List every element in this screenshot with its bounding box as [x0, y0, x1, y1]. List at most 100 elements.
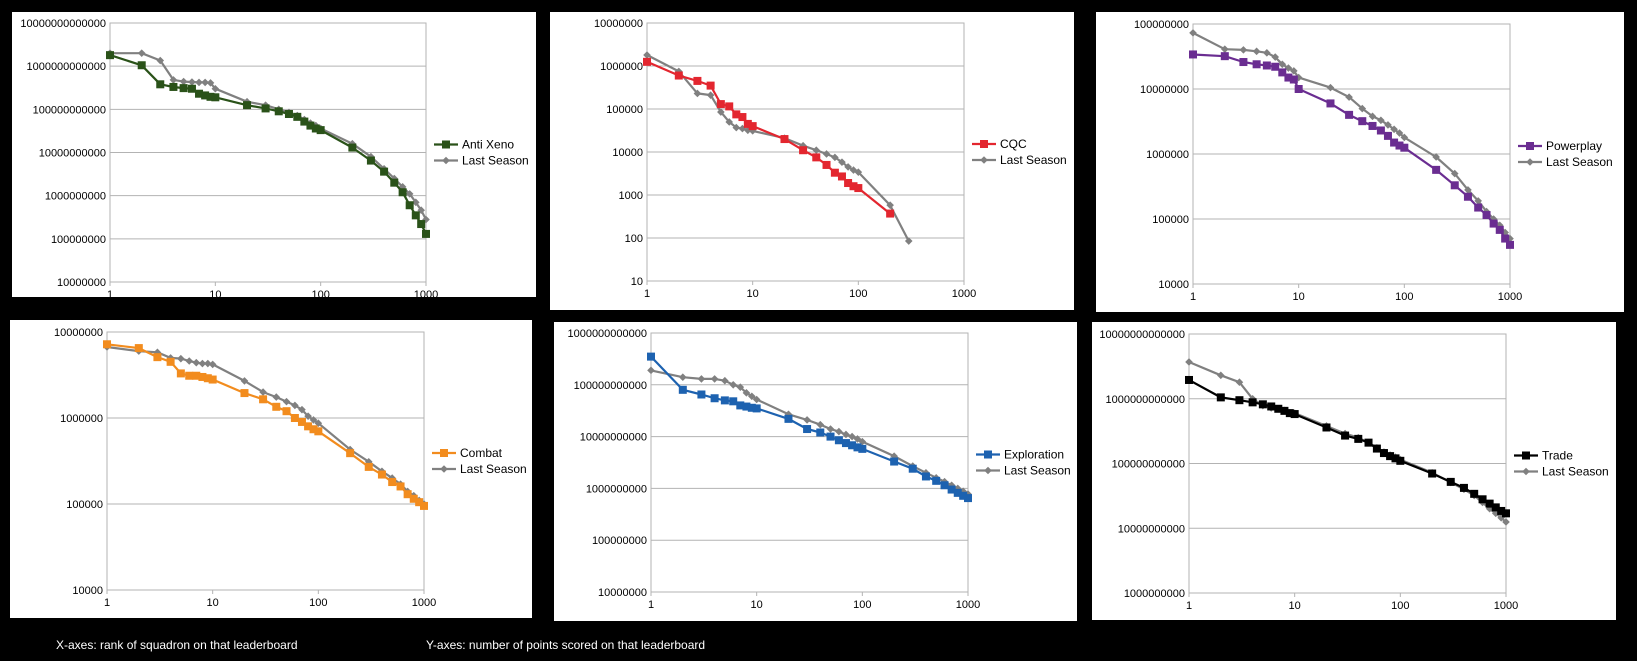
y-tick-label: 100000000 [1134, 19, 1189, 31]
series-line [110, 52, 427, 221]
data-point [736, 383, 745, 391]
x-tick-label: 10 [209, 289, 221, 297]
data-point [830, 168, 839, 177]
data-point [316, 126, 325, 135]
x-tick-label: 100 [1391, 600, 1409, 612]
data-point [736, 401, 745, 410]
data-point [1258, 400, 1267, 409]
data-point [1354, 434, 1363, 443]
data-point [964, 494, 972, 503]
data-point [1285, 409, 1294, 418]
data-point [1364, 438, 1373, 447]
data-point [1322, 423, 1331, 432]
data-point [848, 432, 856, 441]
data-point [752, 404, 761, 413]
x-tick-label: 1 [644, 288, 650, 300]
data-point [195, 78, 203, 87]
data-point [177, 354, 185, 363]
data-point [1450, 181, 1459, 190]
data-point [1489, 219, 1498, 228]
data-point [208, 360, 217, 369]
data-point [1464, 186, 1472, 194]
legend-marker [984, 450, 992, 459]
data-point [304, 422, 313, 431]
x-tick-label: 100 [1395, 291, 1413, 303]
data-point [742, 402, 751, 411]
data-point [211, 93, 220, 102]
y-tick-label: 1000000 [1146, 149, 1189, 161]
data-point [831, 153, 839, 162]
data-point [1390, 138, 1399, 147]
data-point [1271, 62, 1280, 71]
chart-panel-combat: 10000 100000 1000000 10000000 1 10 100 1000 Comb… [10, 320, 532, 618]
data-point [398, 183, 407, 191]
data-point [904, 237, 913, 245]
data-point [405, 201, 414, 210]
data-point [784, 414, 793, 423]
data-point [1497, 506, 1506, 515]
data-point [729, 381, 738, 389]
data-point [259, 395, 268, 404]
data-point [106, 51, 114, 60]
series-line [109, 54, 427, 235]
y-tick-label: 1000000000 [586, 483, 647, 495]
data-point [1220, 52, 1229, 61]
data-point [409, 494, 418, 503]
data-point [298, 405, 306, 414]
data-point [844, 179, 853, 188]
data-point [890, 457, 899, 466]
data-point [921, 472, 930, 481]
x-tick-label: 100 [849, 288, 867, 300]
y-tick-label: 10000 [612, 147, 643, 159]
data-point [311, 124, 320, 133]
data-point [826, 425, 835, 433]
y-tick-label: 100000000000 [33, 104, 106, 116]
data-point [738, 113, 747, 122]
data-point [388, 478, 397, 487]
data-point [203, 374, 212, 383]
data-point [1358, 117, 1367, 126]
legend-marker [980, 140, 988, 148]
data-point [693, 89, 702, 98]
legend-label: Last Season [1546, 155, 1613, 169]
data-point [959, 491, 968, 500]
data-point [1459, 483, 1468, 492]
data-point [848, 441, 857, 450]
data-point [1284, 73, 1293, 82]
data-point [1502, 509, 1510, 518]
data-point [1345, 110, 1354, 119]
data-point [1377, 116, 1385, 125]
data-point [1280, 406, 1289, 415]
data-point [940, 481, 949, 490]
legend-label: Trade [1542, 449, 1573, 463]
x-tick-label: 10 [207, 597, 219, 609]
data-point [854, 184, 863, 193]
data-point [1252, 47, 1261, 56]
data-point [208, 375, 217, 384]
data-point [842, 430, 850, 439]
data-point [364, 457, 373, 466]
data-point [678, 385, 687, 394]
y-tick-label: 1000000000 [45, 191, 106, 203]
data-point [201, 78, 209, 87]
data-point [137, 61, 146, 70]
data-point [743, 119, 752, 128]
data-point [1189, 29, 1197, 37]
y-tick-label: 100000 [1152, 214, 1189, 226]
y-tick-label: 10000000 [1140, 84, 1189, 96]
data-point [1474, 203, 1483, 212]
data-point [716, 100, 725, 109]
data-point [947, 485, 956, 494]
x-tick-label: 1000 [1494, 600, 1518, 612]
legend-label: Last Season [460, 462, 527, 476]
data-point [137, 49, 146, 57]
data-point [1185, 375, 1193, 384]
data-point [166, 357, 175, 366]
data-point [816, 428, 825, 437]
legend-label: Powerplay [1546, 139, 1602, 153]
data-point [240, 389, 249, 398]
x-tick-label: 1000 [956, 599, 980, 611]
data-point [282, 407, 291, 416]
x-tick-label: 1 [648, 599, 654, 611]
series-line [1188, 360, 1507, 523]
